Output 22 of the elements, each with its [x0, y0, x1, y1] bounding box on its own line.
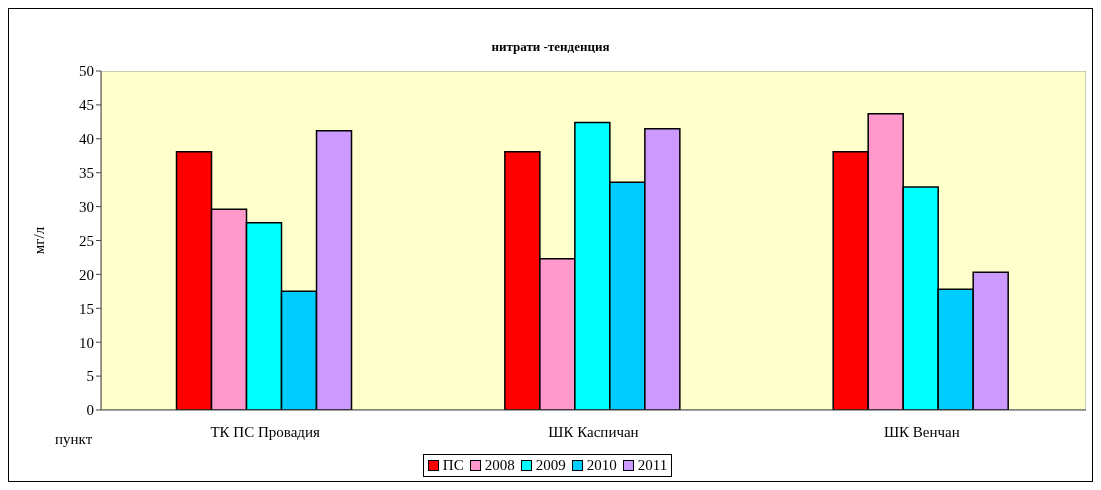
y-tick-label: 5 [86, 368, 94, 385]
x-tick-label: ШК Каспичан [548, 423, 639, 440]
x-tick-label: ТК ПС Провадия [210, 423, 320, 440]
y-tick-label: 20 [79, 266, 94, 283]
x-axis-title: пункт [55, 431, 93, 448]
y-tick-label: 30 [79, 198, 94, 215]
y-axis-title: мг/л [31, 226, 48, 255]
y-tick-label: 40 [79, 131, 94, 148]
y-tick-label: 50 [79, 63, 94, 80]
y-tick-label: 35 [79, 165, 94, 182]
legend-label: 2008 [484, 457, 515, 474]
legend-label: 2011 [637, 457, 668, 474]
y-tick-label: 45 [79, 97, 94, 114]
y-tick-label: 25 [79, 232, 94, 249]
legend-label: 2010 [586, 457, 617, 474]
y-tick-label: 10 [79, 334, 94, 351]
legend-label: 2009 [535, 457, 566, 474]
x-tick-label: ШК Венчан [883, 423, 960, 440]
y-tick-label: 0 [86, 402, 94, 419]
legend-label: ПС [442, 457, 464, 474]
chart-title: нитрати -тенденция [490, 39, 611, 55]
y-tick-label: 15 [79, 300, 94, 317]
